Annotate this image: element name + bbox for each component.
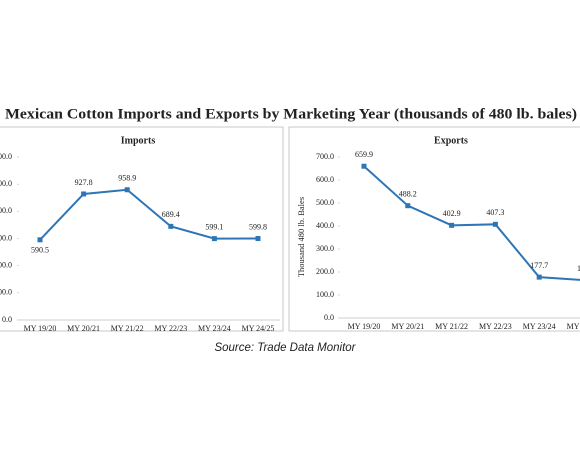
y-tick-label: 400.0 bbox=[0, 260, 12, 269]
data-point bbox=[255, 236, 261, 242]
y-tick-label: 200.0 bbox=[316, 267, 334, 276]
data-point bbox=[536, 274, 542, 280]
data-point bbox=[211, 236, 217, 242]
y-tick-label: 1200.0 bbox=[0, 152, 12, 161]
data-label: 165 bbox=[577, 264, 580, 273]
figure-title: Mexican Cotton Imports and Exports by Ma… bbox=[5, 106, 577, 122]
y-tick-label: 200.0 bbox=[0, 288, 12, 297]
data-label: 402.9 bbox=[443, 209, 461, 218]
x-tick-label: MY 19/20 bbox=[24, 324, 57, 333]
data-line bbox=[39, 188, 259, 241]
x-tick-label: MY 22/23 bbox=[154, 324, 187, 333]
x-tick-label: MY 22/23 bbox=[479, 322, 512, 331]
data-point bbox=[37, 237, 43, 243]
x-tick-label: MY 20/21 bbox=[391, 322, 424, 331]
y-tick-label: 400.0 bbox=[316, 221, 334, 230]
chart-title: Exports bbox=[434, 135, 468, 146]
x-tick-label: MY 21/22 bbox=[435, 322, 468, 331]
y-tick-label: 800.0 bbox=[0, 206, 12, 215]
y-tick-label: 100.0 bbox=[316, 290, 334, 299]
data-label: 927.8 bbox=[75, 178, 93, 187]
data-label: 488.2 bbox=[399, 190, 417, 199]
y-tick-label: 1000.0 bbox=[0, 179, 12, 188]
data-point bbox=[492, 221, 498, 227]
data-label: 689.4 bbox=[162, 210, 180, 219]
x-tick-label: MY 23/24 bbox=[523, 322, 556, 331]
data-point bbox=[405, 203, 411, 209]
data-point bbox=[361, 163, 367, 169]
data-label: 659.9 bbox=[355, 150, 373, 159]
y-tick-label: 600.0 bbox=[316, 175, 334, 184]
y-tick-label: 500.0 bbox=[316, 198, 334, 207]
data-line bbox=[363, 165, 580, 281]
data-label: 599.1 bbox=[205, 222, 223, 231]
source-note: Source: Trade Data Monitor bbox=[214, 342, 356, 354]
y-tick-label: 300.0 bbox=[316, 244, 334, 253]
x-tick-label: MY 24/25 bbox=[242, 324, 275, 333]
x-tick-label: MY 23/24 bbox=[198, 324, 231, 333]
data-point bbox=[449, 222, 455, 228]
panel-border bbox=[288, 126, 580, 332]
x-tick-label: MY 19/20 bbox=[348, 322, 381, 331]
data-label: 407.3 bbox=[486, 208, 504, 217]
x-tick-label: MY 24/25 bbox=[567, 322, 580, 331]
data-label: 590.5 bbox=[31, 246, 49, 255]
x-tick-label: MY 20/21 bbox=[67, 324, 100, 333]
chart-title: Imports bbox=[121, 135, 156, 146]
data-point bbox=[81, 191, 87, 197]
y-tick-label: 600.0 bbox=[0, 233, 12, 242]
data-label: 958.9 bbox=[118, 174, 136, 183]
y-axis-label: Thousand 480 lb. Bales bbox=[296, 197, 306, 277]
panel-border bbox=[0, 126, 284, 332]
data-point bbox=[168, 223, 174, 229]
data-point bbox=[124, 187, 130, 193]
y-tick-label: 0.0 bbox=[2, 315, 12, 324]
data-label: 599.8 bbox=[249, 222, 267, 231]
y-tick-label: 700.0 bbox=[316, 152, 334, 161]
y-tick-label: 0.0 bbox=[324, 313, 334, 322]
x-tick-label: MY 21/22 bbox=[111, 324, 144, 333]
data-label: 177.7 bbox=[530, 261, 548, 270]
